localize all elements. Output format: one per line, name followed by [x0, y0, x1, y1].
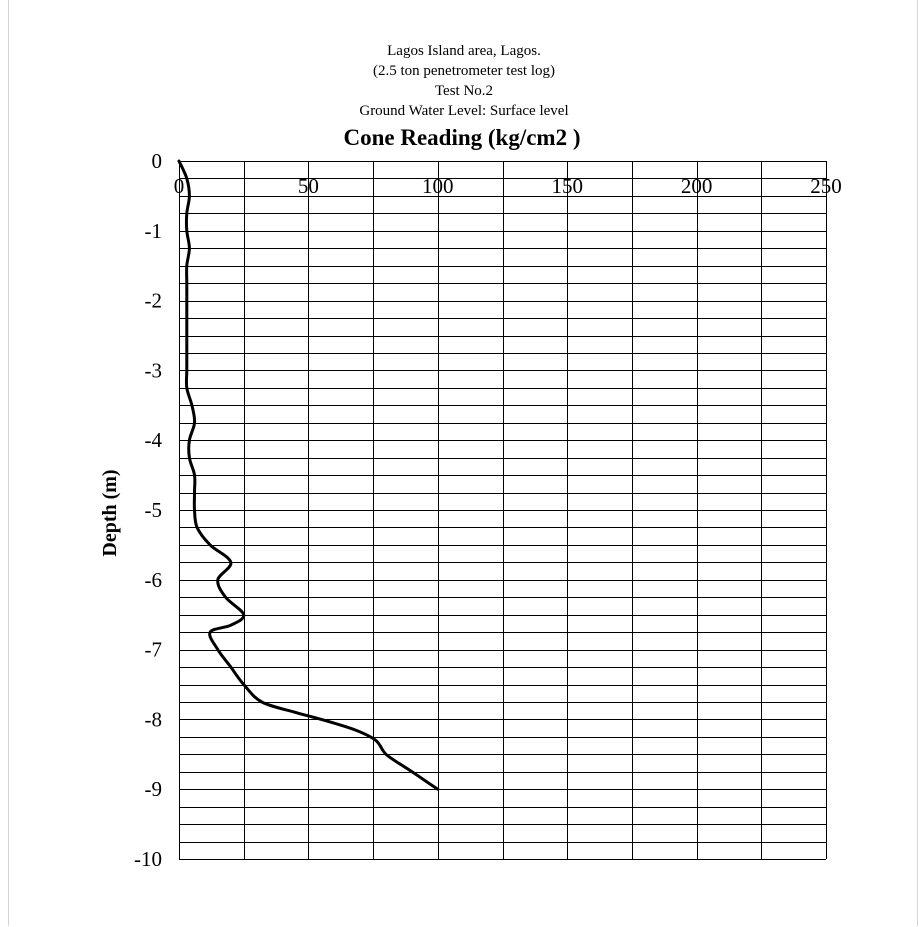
- chart-title: Lagos Island area, Lagos. (2.5 ton penet…: [359, 43, 568, 119]
- y-tick-label: -3: [145, 358, 163, 382]
- x-tick-label: 150: [551, 174, 583, 198]
- x-tick-label: 100: [422, 174, 454, 198]
- title-line-1: Lagos Island area, Lagos.: [387, 43, 541, 59]
- title-line-3: Test No.2: [435, 83, 493, 99]
- y-tick-label: -7: [145, 638, 163, 662]
- y-tick-label: -5: [145, 498, 163, 522]
- x-tick-label: 0: [174, 174, 185, 198]
- series-group: [177, 159, 440, 791]
- y-tick-label: -8: [145, 707, 163, 731]
- tick-labels: 0 50 100 150 200 250 0 -1 -2 -3 -4 -5 -6 -7 -8 -9 -10: [134, 149, 842, 871]
- gridlines: [179, 161, 827, 860]
- y-tick-label: -6: [145, 568, 163, 592]
- x-tick-label: 50: [298, 174, 319, 198]
- y-tick-label: -4: [145, 428, 163, 452]
- title-line-2: (2.5 ton penetrometer test log): [373, 63, 555, 79]
- y-tick-label: -9: [145, 777, 163, 801]
- title-line-4: Ground Water Level: Surface level: [359, 103, 568, 119]
- series-line: [177, 159, 440, 791]
- y-axis-label: Depth (m): [99, 469, 121, 556]
- y-tick-label: -2: [145, 289, 163, 313]
- x-axis-label: Cone Reading (kg/cm2 ): [343, 125, 580, 150]
- y-tick-label: -1: [145, 219, 163, 243]
- y-tick-label: 0: [152, 149, 163, 173]
- x-tick-label: 200: [681, 174, 713, 198]
- chart-frame: [8, 0, 918, 926]
- y-tick-label: -10: [134, 847, 162, 871]
- x-tick-label: 250: [810, 174, 842, 198]
